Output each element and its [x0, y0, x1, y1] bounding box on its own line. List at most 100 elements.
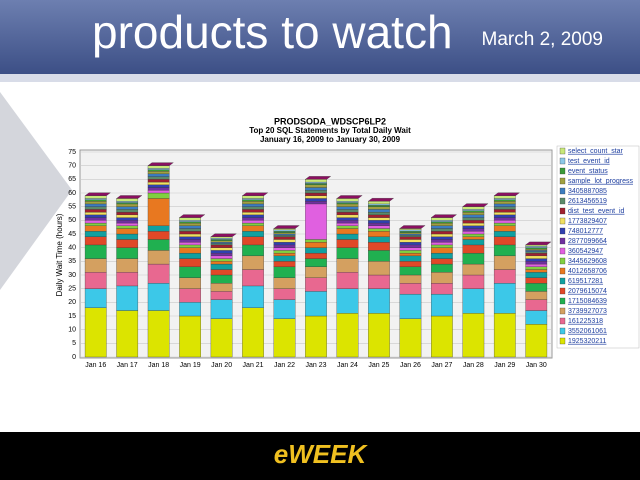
bar-segment — [147, 176, 170, 180]
bar-segment — [305, 258, 327, 267]
bar-segment — [336, 258, 359, 273]
bar-segment — [179, 247, 201, 254]
bar-top — [367, 198, 395, 202]
bar-segment — [368, 261, 390, 276]
bar-segment — [525, 263, 548, 267]
bar-segment — [462, 228, 485, 232]
bar-segment — [431, 217, 453, 221]
bar-segment — [147, 165, 170, 169]
bar-segment — [336, 201, 359, 203]
bar-segment — [525, 269, 548, 273]
bar-segment — [210, 237, 233, 240]
bar-segment — [399, 233, 422, 236]
bar-segment — [242, 206, 264, 210]
bar-segment — [399, 252, 422, 257]
bar-segment — [431, 244, 453, 248]
legend-swatch — [559, 327, 566, 335]
legend-swatch — [559, 297, 566, 305]
legend-label: 748012777 — [568, 228, 603, 235]
bar-segment — [273, 299, 296, 319]
bar-segment — [305, 195, 327, 199]
bar-segment — [84, 220, 107, 224]
bar-segment — [525, 248, 548, 251]
bar-segment — [179, 233, 201, 237]
legend-label: event_status — [568, 168, 608, 175]
y-tick-label: 45 — [68, 231, 76, 238]
legend-label: 360542947 — [568, 248, 603, 255]
bar-segment — [210, 243, 233, 246]
y-tick-label: 15 — [68, 313, 76, 320]
bar-segment — [273, 231, 296, 233]
bar-segment — [273, 229, 296, 232]
bar-segment — [431, 315, 453, 358]
bar-segment — [147, 173, 170, 177]
bar-segment — [493, 203, 516, 207]
bar-top — [178, 214, 206, 218]
bar-segment — [147, 192, 170, 199]
legend-swatch — [559, 147, 566, 155]
legend-label: 3445629608 — [568, 258, 607, 265]
bar-segment — [179, 244, 201, 248]
bar-segment — [493, 255, 516, 270]
bar-segment — [525, 246, 548, 248]
bar-segment — [84, 214, 107, 218]
y-tick-label: 35 — [68, 258, 76, 265]
bar-segment — [462, 244, 485, 254]
legend-label: 3739927073 — [568, 308, 607, 315]
bar-segment — [305, 277, 327, 292]
bar-segment — [305, 201, 327, 205]
bar-segment — [210, 252, 233, 257]
legend-label: dist_test_event_id — [568, 208, 625, 215]
bar-segment — [431, 293, 453, 317]
legend-swatch — [559, 157, 566, 165]
bar-segment — [273, 232, 296, 235]
bar-segment — [525, 251, 548, 254]
bar-segment — [273, 236, 296, 240]
y-tick-label: 55 — [68, 204, 76, 211]
bar-segment — [493, 220, 516, 224]
bar-segment — [368, 274, 390, 289]
bar-segment — [336, 203, 359, 207]
bar-segment — [493, 313, 516, 358]
bar-segment — [242, 285, 264, 308]
bar-segment — [179, 225, 201, 229]
bar-segment — [336, 209, 359, 213]
bar-segment — [525, 291, 548, 300]
legend-label: 1925320211 — [568, 338, 607, 345]
bar-segment — [116, 217, 139, 221]
bar-segment — [525, 261, 548, 265]
bar-segment — [305, 291, 327, 317]
bar-segment — [116, 206, 139, 210]
bar-segment — [210, 240, 233, 243]
bar-segment — [399, 239, 422, 243]
bar-segment — [242, 199, 264, 202]
bar-segment — [210, 244, 233, 248]
bar-segment — [305, 239, 327, 243]
bar-segment — [147, 231, 170, 240]
bar-segment — [462, 217, 485, 221]
bar-segment — [305, 179, 327, 183]
bar-segment — [242, 201, 264, 205]
bar-segment — [368, 214, 390, 218]
bar-segment — [210, 318, 233, 358]
bar-segment — [493, 269, 516, 284]
legend-swatch — [559, 337, 566, 345]
bar-segment — [210, 255, 233, 259]
bar-segment — [399, 250, 422, 254]
legend-swatch — [559, 257, 566, 265]
bar-segment — [84, 222, 107, 226]
bar-segment — [431, 283, 453, 295]
bar-segment — [84, 198, 107, 200]
x-tick-label: Jan 22 — [274, 362, 295, 369]
bar-segment — [242, 211, 264, 216]
x-tick-label: Jan 25 — [368, 362, 389, 369]
bar-segment — [210, 239, 233, 241]
x-tick-label: Jan 24 — [337, 362, 358, 369]
bar-top — [399, 225, 426, 229]
bar-segment — [431, 239, 453, 243]
bar-segment — [242, 217, 264, 221]
bar-segment — [210, 247, 233, 251]
bar-segment — [368, 236, 390, 243]
bar-segment — [305, 192, 327, 196]
